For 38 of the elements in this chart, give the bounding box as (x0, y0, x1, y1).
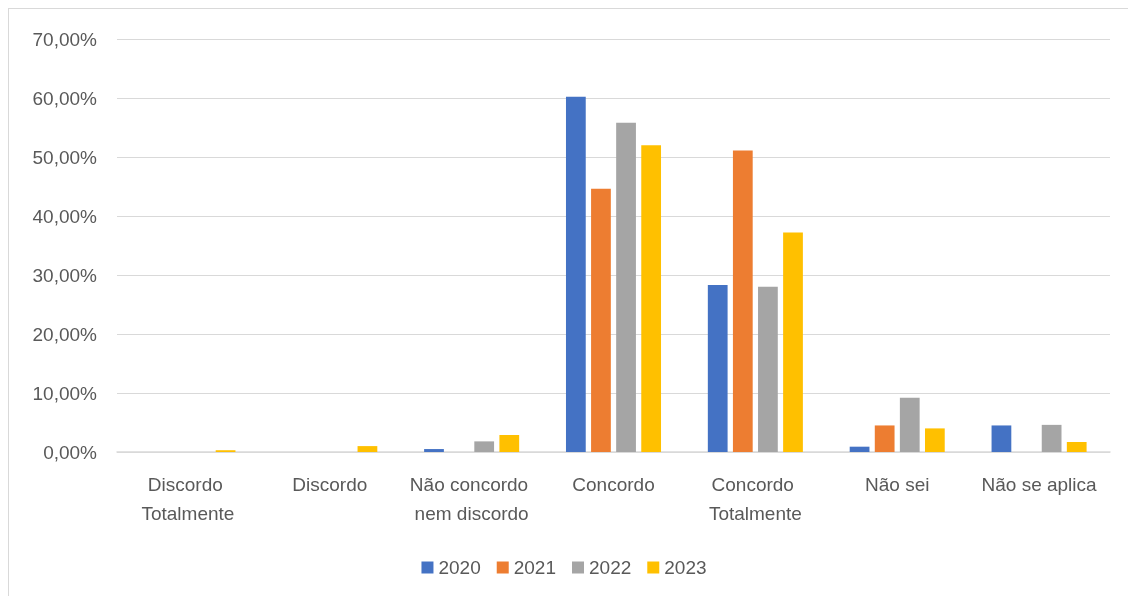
bar (499, 434, 520, 452)
legend-label: 2021 (513, 557, 557, 578)
bar (924, 428, 945, 452)
bar (991, 425, 1012, 452)
y-tick-label: 50,00% (32, 146, 98, 168)
x-tick-label: Concordo (572, 474, 655, 495)
x-tick-label: Não concordo nem discordo (409, 474, 534, 524)
bar (357, 446, 378, 452)
bar (732, 150, 753, 452)
bar (899, 397, 920, 452)
x-tick-label: Não se aplica (981, 474, 1098, 495)
x-tick-label: Discordo (292, 474, 368, 495)
bar (783, 232, 803, 452)
y-tick-label: 30,00% (32, 264, 98, 286)
y-tick-label: 10,00% (32, 382, 98, 404)
y-tick-label: 70,00% (32, 28, 98, 50)
legend-label: 2020 (438, 557, 481, 578)
y-tick-label: 20,00% (32, 323, 98, 345)
bar (565, 96, 586, 452)
bar (758, 286, 778, 452)
bar (849, 446, 870, 452)
bar (1041, 424, 1062, 452)
bar (424, 449, 444, 452)
x-tick-label: Não sei (865, 474, 930, 495)
legend-label: 2023 (664, 557, 707, 578)
legend-label: 2022 (589, 557, 632, 578)
bar (474, 441, 495, 452)
bar (641, 145, 662, 452)
bar (874, 425, 895, 452)
bar (707, 285, 728, 452)
y-tick-label: 40,00% (32, 205, 98, 227)
bar (1066, 441, 1087, 452)
bar (591, 188, 611, 452)
x-tick-label: Discordo Totalmente (141, 474, 235, 524)
bar (616, 122, 636, 452)
y-tick-label: 0,00% (43, 441, 98, 463)
x-tick-label: Concordo Totalmente (708, 474, 802, 524)
y-tick-label: 60,00% (32, 87, 98, 109)
